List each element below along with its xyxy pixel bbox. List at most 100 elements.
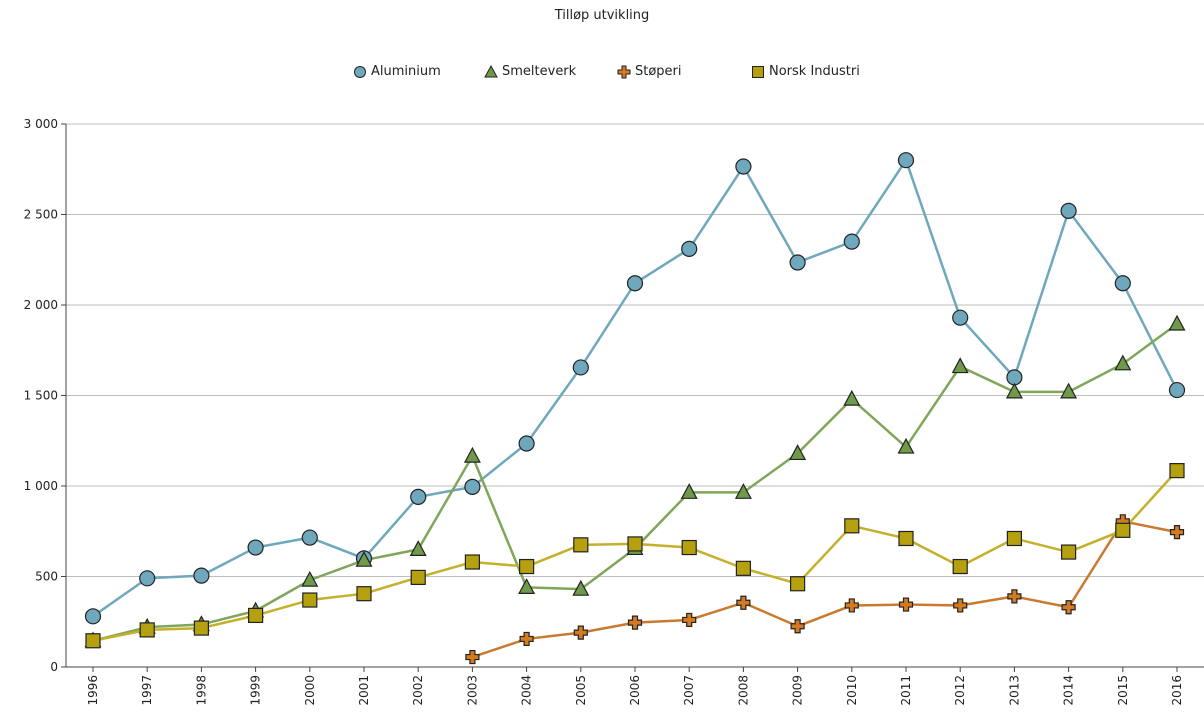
legend-label: Smelteverk <box>502 64 577 79</box>
data-point-støperi <box>573 625 588 640</box>
data-point-smelteverk <box>518 578 536 594</box>
data-point-smelteverk <box>680 483 698 499</box>
data-point-aluminium <box>1060 202 1077 219</box>
x-tick-label: 1998 <box>194 675 208 706</box>
data-point-smelteverk <box>789 444 807 461</box>
data-point-norsk-industri <box>248 607 264 624</box>
x-tick-label: 2009 <box>791 675 805 706</box>
x-tick-label: 2002 <box>411 675 425 706</box>
y-tick-label: 0 <box>50 660 58 674</box>
data-point-norsk-industri <box>844 518 860 534</box>
data-point-aluminium <box>952 309 969 326</box>
data-point-norsk-industri <box>464 554 480 570</box>
data-point-aluminium <box>247 539 264 556</box>
data-point-aluminium <box>843 233 860 250</box>
data-point-støperi <box>953 598 968 613</box>
y-tick-label: 1 500 <box>24 389 58 403</box>
y-tick-label: 2 000 <box>24 298 58 312</box>
data-point-aluminium <box>626 275 644 292</box>
data-point-aluminium <box>735 158 752 175</box>
data-point-smelteverk <box>1114 354 1132 371</box>
data-point-smelteverk <box>409 540 427 556</box>
x-tick-label: 2007 <box>682 675 696 706</box>
x-tick-label: 2015 <box>1116 675 1130 706</box>
data-point-støperi <box>790 619 805 634</box>
data-point-støperi <box>844 598 859 613</box>
y-tick-label: 3 000 <box>24 117 58 131</box>
x-tick-label: 2003 <box>465 675 479 706</box>
data-point-aluminium <box>1114 275 1131 292</box>
y-tick-label: 1 000 <box>24 479 58 493</box>
x-tick-label: 2012 <box>953 675 967 706</box>
x-tick-label: 2010 <box>845 675 859 706</box>
x-tick-label: 2006 <box>628 675 642 706</box>
data-point-norsk-industri <box>789 576 806 592</box>
data-point-aluminium <box>301 529 318 546</box>
legend-item-smelteverk[interactable]: Smelteverk <box>484 64 576 79</box>
data-point-smelteverk <box>463 446 481 463</box>
data-point-norsk-industri <box>1115 522 1131 538</box>
data-point-norsk-industri <box>627 536 643 552</box>
chart-title: Tilløp utvikling <box>554 8 650 23</box>
data-point-støperi <box>898 597 914 612</box>
series-line-støperi <box>472 520 1178 659</box>
y-tick-label: 2 500 <box>24 208 58 222</box>
x-tick-label: 1997 <box>140 675 154 706</box>
x-tick-label: 2016 <box>1170 675 1184 706</box>
data-point-norsk-industri <box>410 569 426 586</box>
data-point-norsk-industri <box>1169 463 1185 479</box>
data-point-smelteverk <box>1060 382 1078 399</box>
data-point-norsk-industri <box>898 530 914 547</box>
data-point-støperi <box>1007 589 1022 604</box>
data-point-norsk-industri <box>518 558 535 575</box>
data-point-aluminium <box>464 478 481 496</box>
data-point-aluminium <box>518 435 535 452</box>
legend-item-norsk-industri[interactable]: Norsk Industri <box>751 64 860 79</box>
square-marker-icon <box>752 65 764 78</box>
data-point-støperi <box>465 649 480 665</box>
data-point-aluminium <box>572 359 589 376</box>
data-point-støperi <box>682 612 697 628</box>
cross-marker-icon <box>617 65 631 78</box>
data-point-støperi <box>736 595 751 610</box>
x-tick-label: 2004 <box>520 675 534 706</box>
data-point-aluminium <box>193 567 210 584</box>
data-point-smelteverk <box>734 483 752 499</box>
data-point-aluminium <box>410 488 427 505</box>
data-point-støperi <box>1061 600 1076 615</box>
legend-item-aluminium[interactable]: Aluminium <box>353 64 441 79</box>
x-tick-label: 2008 <box>736 675 750 706</box>
circle-marker-icon <box>354 65 366 78</box>
data-point-norsk-industri <box>952 558 968 575</box>
data-point-smelteverk <box>572 579 590 596</box>
data-point-norsk-industri <box>681 539 697 556</box>
data-point-smelteverk <box>843 389 861 406</box>
data-point-aluminium <box>897 152 915 169</box>
data-point-norsk-industri <box>573 537 589 553</box>
legend-item-stoperi[interactable]: Støperi <box>617 64 682 79</box>
triangle-marker-icon <box>484 64 498 77</box>
data-point-støperi <box>627 615 643 630</box>
legend-label: Norsk Industri <box>769 64 860 79</box>
data-point-norsk-industri <box>1060 544 1077 560</box>
data-point-norsk-industri <box>85 633 101 649</box>
x-tick-label: 2011 <box>899 675 913 706</box>
data-point-aluminium <box>789 254 806 271</box>
data-point-smelteverk <box>355 550 373 567</box>
data-point-norsk-industri <box>139 622 155 638</box>
data-point-smelteverk <box>951 357 969 374</box>
y-tick-label: 500 <box>35 570 58 584</box>
data-point-smelteverk <box>301 570 319 587</box>
data-point-smelteverk <box>897 437 915 454</box>
data-point-smelteverk <box>1168 314 1186 331</box>
data-point-aluminium <box>84 608 102 625</box>
data-point-norsk-industri <box>735 560 752 576</box>
x-tick-label: 2001 <box>357 675 371 706</box>
x-tick-label: 2014 <box>1062 675 1076 706</box>
data-point-aluminium <box>1168 381 1186 399</box>
x-tick-label: 2013 <box>1007 675 1021 706</box>
data-point-aluminium <box>139 570 156 587</box>
legend-label: Aluminium <box>371 64 441 79</box>
data-point-norsk-industri <box>356 586 372 602</box>
